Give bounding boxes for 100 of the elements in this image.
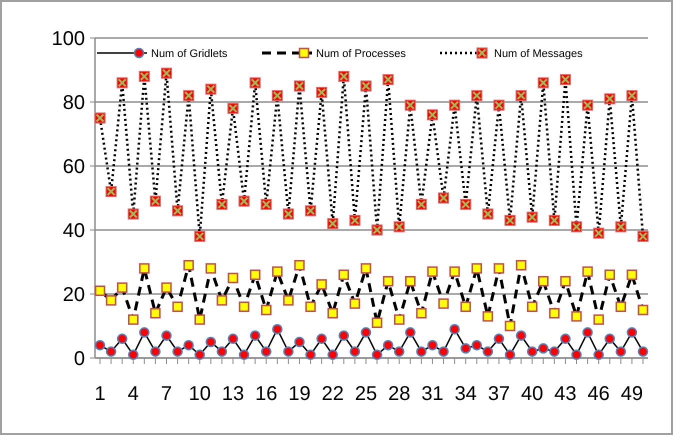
x-tick-label: 10: [188, 383, 211, 405]
x-tick-label: 13: [222, 383, 244, 405]
point: [116, 282, 128, 293]
point: [294, 336, 305, 348]
point: [327, 350, 338, 360]
point: [183, 340, 194, 350]
point: [250, 270, 260, 280]
legend-label: Num of Gridlets: [151, 48, 228, 60]
point: [560, 276, 571, 286]
point: [626, 270, 638, 280]
point: [482, 346, 494, 357]
point: [638, 346, 648, 357]
point: [272, 324, 283, 334]
point: [494, 263, 504, 274]
point: [139, 327, 150, 338]
x-tick-label: 4: [128, 383, 139, 405]
point: [106, 346, 116, 357]
point: [560, 334, 571, 344]
point: [128, 350, 138, 360]
point: [150, 308, 161, 318]
legend-label: Num of Messages: [494, 48, 584, 60]
point: [616, 346, 626, 357]
point: [94, 340, 106, 350]
point: [438, 346, 449, 357]
point: [272, 266, 283, 277]
point: [338, 330, 350, 341]
x-tick-label: 1: [94, 383, 106, 405]
point: [405, 327, 416, 338]
point: [571, 311, 582, 322]
point: [350, 346, 360, 357]
point: [106, 295, 116, 306]
point: [416, 346, 427, 357]
point: [626, 327, 638, 338]
point: [360, 327, 372, 338]
point: [316, 334, 327, 344]
point: [194, 314, 205, 325]
x-tick-label: 46: [588, 383, 610, 405]
point: [593, 314, 604, 325]
point: [472, 340, 482, 350]
point: [438, 298, 449, 309]
point: [283, 346, 294, 357]
point: [549, 346, 560, 357]
point: [460, 302, 471, 312]
point: [183, 260, 194, 270]
point: [416, 308, 427, 318]
point: [116, 334, 128, 344]
point: [238, 302, 250, 312]
point: [139, 263, 150, 274]
point: [228, 272, 238, 284]
point: [338, 270, 350, 280]
x-tick-label: 40: [521, 383, 544, 405]
point: [238, 350, 250, 360]
point: [360, 263, 372, 274]
point: [604, 334, 616, 344]
point: [460, 343, 471, 354]
point: [250, 330, 260, 341]
point: [449, 324, 460, 334]
point: [472, 263, 482, 274]
x-tick-label: 49: [620, 383, 644, 405]
point: [449, 266, 460, 277]
point: [427, 340, 438, 350]
point: [504, 350, 516, 360]
point: [327, 308, 338, 318]
x-tick-label: 31: [421, 383, 444, 405]
point: [538, 276, 549, 286]
y-tick-label: 40: [62, 220, 85, 242]
point: [372, 318, 382, 328]
point: [516, 260, 526, 270]
point: [260, 304, 272, 316]
point: [260, 346, 272, 357]
x-tick-label: 34: [454, 383, 477, 405]
point: [206, 336, 216, 348]
point: [294, 260, 305, 270]
point: [604, 270, 616, 280]
x-tick-label: 37: [488, 383, 510, 405]
point: [172, 346, 183, 357]
x-tick-label: 16: [255, 383, 278, 405]
point: [305, 350, 316, 360]
point: [394, 314, 404, 325]
x-tick-label: 7: [160, 383, 172, 405]
point: [538, 343, 549, 354]
point: [382, 340, 394, 350]
point: [161, 282, 172, 293]
point: [372, 350, 382, 360]
point: [172, 302, 183, 312]
y-tick-label: 20: [62, 284, 85, 306]
x-tick-label: 25: [354, 383, 378, 405]
point: [549, 308, 560, 318]
point: [593, 350, 604, 360]
point: [350, 298, 360, 309]
point: [382, 276, 394, 286]
point: [394, 346, 404, 357]
y-tick-label: 80: [62, 92, 85, 114]
point: [128, 314, 138, 325]
y-tick-label: 60: [62, 156, 85, 178]
point: [516, 330, 526, 341]
point: [504, 320, 516, 332]
point: [427, 266, 438, 277]
point: [582, 327, 593, 338]
point: [216, 295, 228, 306]
